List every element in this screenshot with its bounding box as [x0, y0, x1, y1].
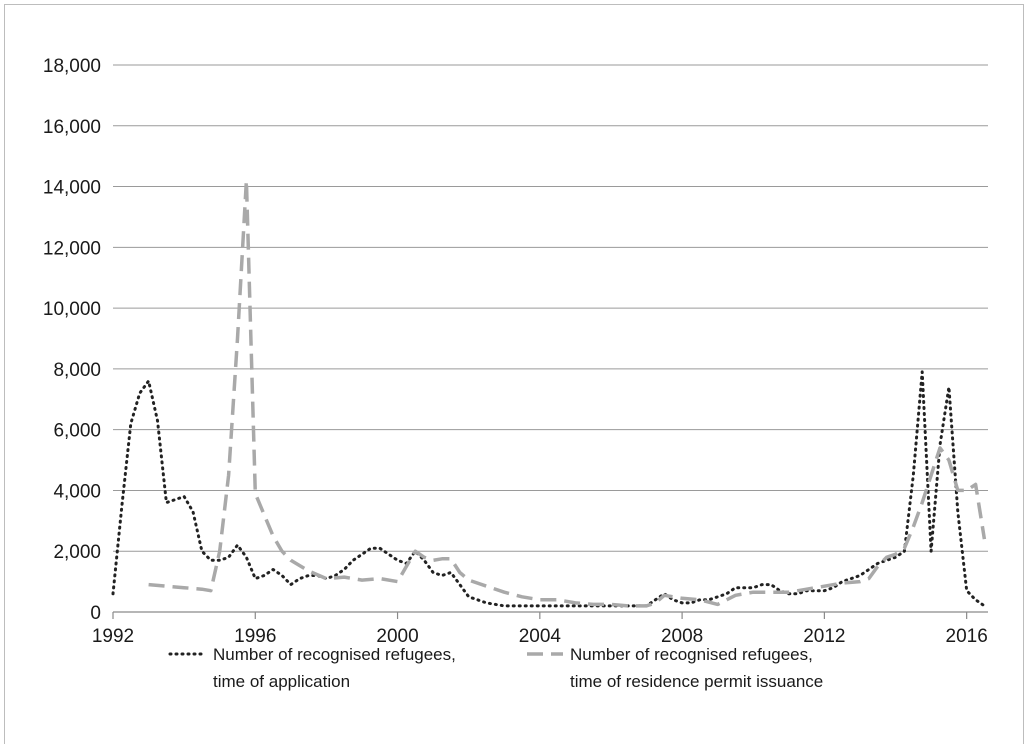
y-tick-label: 4,000 — [53, 481, 101, 502]
x-tick-label: 2016 — [946, 626, 988, 647]
legend-item-2: Number of recognised refugees, time of re… — [527, 645, 823, 691]
x-tick-label: 2004 — [519, 626, 562, 647]
x-tick-label: 1992 — [92, 626, 134, 647]
legend: Number of recognised refugees, time of ap… — [168, 645, 823, 691]
x-tick-label: 2012 — [803, 626, 845, 647]
y-tick-label: 6,000 — [53, 421, 101, 442]
legend-label: Number of recognised refugees, — [213, 645, 456, 664]
series-lines — [111, 178, 987, 608]
x-tick-label: 1996 — [234, 626, 276, 647]
chart-frame — [4, 4, 1024, 744]
legend-item-1: Number of recognised refugees, time of ap… — [168, 645, 456, 691]
legend-label: Number of recognised refugees, — [570, 645, 813, 664]
x-tick-label: 2008 — [661, 626, 703, 647]
series-line-2 — [148, 178, 987, 608]
y-tick-label: 2,000 — [53, 542, 101, 563]
legend-label: time of residence permit issuance — [570, 672, 823, 691]
x-axis-tick-labels: 1992 1996 2000 2004 2008 2012 2016 — [92, 626, 988, 647]
y-tick-label: 14,000 — [43, 178, 101, 199]
y-tick-label: 8,000 — [53, 360, 101, 381]
y-tick-label: 18,000 — [43, 56, 101, 77]
x-tick-label: 2000 — [376, 626, 418, 647]
y-axis-tick-labels: 0 2,000 4,000 6,000 8,000 10,000 12,000 14,000 1… — [43, 56, 101, 624]
y-tick-label: 0 — [90, 603, 101, 624]
gridlines — [113, 64, 988, 552]
series-line-1 — [111, 370, 986, 608]
x-axis — [112, 611, 988, 619]
y-tick-label: 10,000 — [43, 299, 101, 320]
legend-label: time of application — [213, 672, 350, 691]
y-tick-label: 16,000 — [43, 117, 101, 138]
y-tick-label: 12,000 — [43, 238, 101, 259]
